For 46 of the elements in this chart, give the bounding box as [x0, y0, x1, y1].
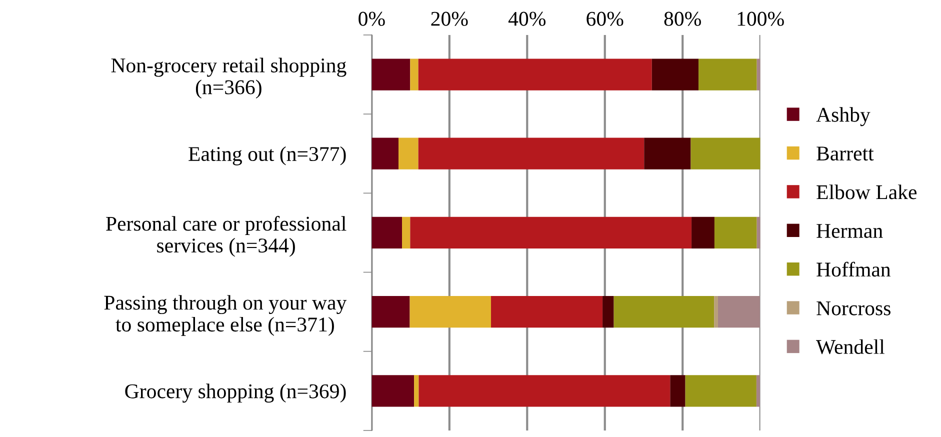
- y-tick-label: Non-grocery retail shopping (n=366): [111, 58, 346, 99]
- legend-label: Norcross: [816, 301, 890, 316]
- bar: [418, 375, 670, 407]
- x-tick-label: 20%: [431, 12, 468, 26]
- bar: [372, 375, 414, 407]
- bar: [670, 375, 686, 407]
- bar: [398, 138, 418, 170]
- bar: [402, 216, 410, 249]
- bar: [410, 216, 692, 249]
- x-tick-label: 80%: [664, 12, 701, 26]
- bar: [372, 58, 410, 90]
- bar: [410, 296, 492, 328]
- bar: [372, 216, 402, 249]
- y-tick-label: Personal care or professional services (n=344): [106, 216, 346, 257]
- legend-label: Wendell: [816, 339, 884, 354]
- bar: [602, 296, 614, 328]
- legend-label: Ashby: [816, 107, 870, 126]
- x-tick-label: 100%: [738, 12, 784, 26]
- bar: [372, 296, 410, 328]
- bar: [685, 375, 756, 407]
- bar: [756, 375, 760, 407]
- legend-label: Barrett: [816, 146, 874, 161]
- bar: [714, 216, 757, 249]
- y-tick-label: Grocery shopping (n=369): [125, 384, 346, 403]
- bar: [690, 138, 760, 170]
- x-tick-label: 0%: [358, 12, 385, 26]
- x-tick-label: 60%: [586, 12, 624, 26]
- bar: [414, 375, 419, 407]
- bar: [491, 296, 603, 328]
- bar: [418, 138, 644, 170]
- y-tick-label: Eating out (n=377): [188, 146, 346, 166]
- bar: [372, 138, 399, 170]
- bar: [418, 58, 652, 90]
- legend-label: Elbow Lake: [816, 184, 917, 200]
- bar: [714, 296, 718, 328]
- bar: [698, 58, 757, 90]
- x-tick-label: 40%: [508, 12, 546, 26]
- legend-label: Hoffman: [816, 262, 891, 277]
- bar: [644, 138, 691, 170]
- bar: [718, 296, 760, 328]
- bar: [692, 216, 714, 249]
- legend-label: Herman: [816, 224, 883, 238]
- y-tick-label: Passing through on your way to someplace else (n=371): [104, 295, 347, 336]
- bar: [410, 58, 418, 90]
- bar: [652, 58, 699, 90]
- bar: [614, 296, 714, 328]
